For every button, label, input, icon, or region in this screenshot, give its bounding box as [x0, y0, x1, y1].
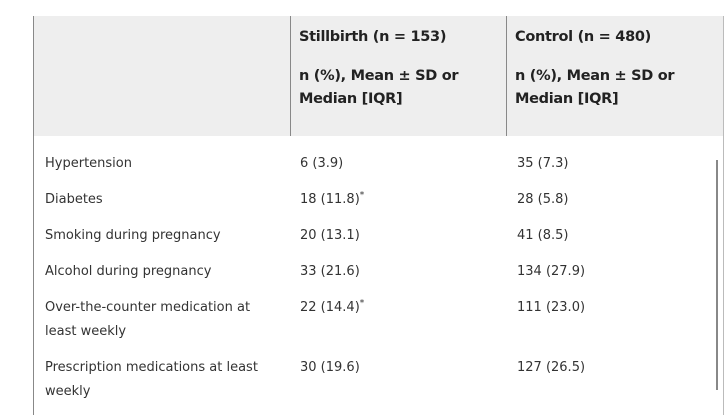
- stillbirth-value: 18 (11.8)*: [300, 188, 364, 212]
- header-subtitle: n (%), Mean ± SD or Median [IQR]: [299, 68, 459, 107]
- control-value: 28 (5.8): [517, 192, 569, 207]
- header-stillbirth: Stillbirth (n = 153) n (%), Mean ± SD or…: [290, 16, 506, 136]
- header-subtitle: n (%), Mean ± SD or Median [IQR]: [515, 68, 675, 107]
- stillbirth-value: 22 (14.4)*: [300, 296, 364, 320]
- stillbirth-value: 20 (13.1): [300, 224, 360, 248]
- row-label: Hypertension: [45, 156, 132, 171]
- control-value: 134 (27.9): [517, 264, 586, 279]
- header-title: Stillbirth (n = 153): [299, 29, 447, 45]
- significance-mark: *: [359, 190, 365, 201]
- stillbirth-value-text: 20 (13.1): [300, 228, 360, 243]
- data-table: Stillbirth (n = 153) n (%), Mean ± SD or…: [33, 16, 724, 415]
- header-control: Control (n = 480) n (%), Mean ± SD or Me…: [506, 16, 723, 136]
- control-value: 111 (23.0): [517, 300, 586, 315]
- stillbirth-value-text: 22 (14.4): [300, 300, 360, 315]
- row-label: Prescription medications at least weekly: [45, 360, 258, 399]
- row-label: Over-the-counter medication at least wee…: [45, 300, 251, 339]
- scrollbar[interactable]: [716, 160, 718, 390]
- significance-mark: *: [359, 298, 365, 309]
- control-value: 35 (7.3): [517, 156, 569, 171]
- row-label: Diabetes: [45, 192, 103, 207]
- stillbirth-value-text: 18 (11.8): [300, 192, 360, 207]
- stillbirth-value-text: 30 (19.6): [300, 360, 360, 375]
- header-title: Control (n = 480): [515, 29, 651, 45]
- stillbirth-value: 30 (19.6): [300, 356, 360, 380]
- control-value: 41 (8.5): [517, 228, 569, 243]
- stillbirth-value: 33 (21.6): [300, 260, 360, 284]
- row-label: Alcohol during pregnancy: [45, 264, 212, 279]
- table-header: Stillbirth (n = 153) n (%), Mean ± SD or…: [34, 16, 723, 136]
- stillbirth-value-text: 33 (21.6): [300, 264, 360, 279]
- stillbirth-value: 6 (3.9): [300, 152, 343, 176]
- control-value: 127 (26.5): [517, 360, 586, 375]
- stillbirth-value-text: 6 (3.9): [300, 156, 344, 171]
- row-label: Smoking during pregnancy: [45, 228, 221, 243]
